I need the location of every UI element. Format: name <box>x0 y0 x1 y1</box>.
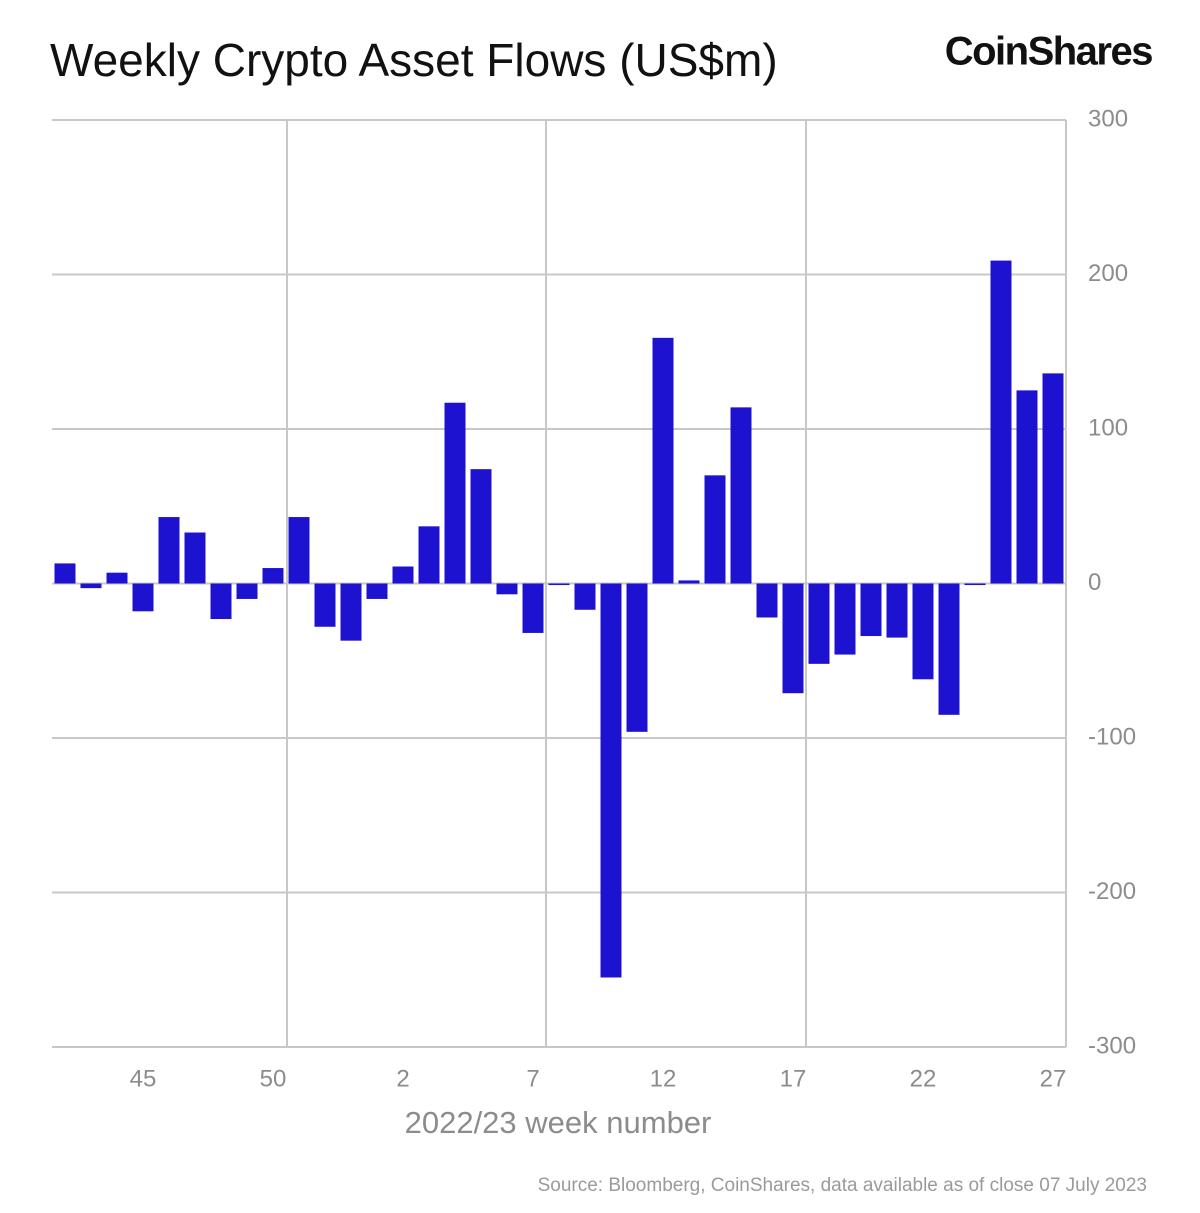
bar <box>834 583 856 655</box>
bar <box>574 583 596 610</box>
bar <box>314 583 336 627</box>
y-tick-label: 200 <box>1088 260 1128 287</box>
x-tick-label: 7 <box>526 1065 539 1092</box>
y-tick-label: -100 <box>1088 723 1136 750</box>
bar <box>860 583 882 637</box>
bar <box>548 583 570 586</box>
x-tick-label: 22 <box>910 1065 937 1092</box>
x-tick-label: 45 <box>130 1065 157 1092</box>
y-tick-label: 100 <box>1088 414 1128 441</box>
bar <box>756 583 778 618</box>
x-tick-label: 12 <box>650 1065 677 1092</box>
source-note: Source: Bloomberg, CoinShares, data avai… <box>538 1175 1147 1196</box>
bar <box>678 580 700 584</box>
bar <box>782 583 804 694</box>
bar <box>704 475 726 584</box>
bar <box>626 583 648 732</box>
bar <box>730 407 752 584</box>
bar <box>1016 390 1038 584</box>
bar <box>288 517 310 584</box>
bar <box>522 583 544 633</box>
bar <box>444 402 466 584</box>
bar <box>80 583 102 589</box>
y-tick-label: -300 <box>1088 1032 1136 1059</box>
bar <box>236 583 258 599</box>
bar <box>912 583 934 680</box>
bar <box>340 583 362 641</box>
bar <box>652 337 674 584</box>
y-tick-label: -200 <box>1088 878 1136 905</box>
x-tick-label: 27 <box>1040 1065 1067 1092</box>
x-tick-label: 50 <box>260 1065 287 1092</box>
bar <box>1042 373 1064 584</box>
bar <box>106 572 128 584</box>
bar <box>600 583 622 978</box>
x-axis-title: 2022/23 week number <box>405 1105 712 1140</box>
bar <box>964 583 986 586</box>
bar <box>132 583 154 612</box>
x-tick-label: 17 <box>780 1065 807 1092</box>
chart-title: Weekly Crypto Asset Flows (US$m) <box>50 34 778 86</box>
bar <box>886 583 908 638</box>
bar <box>418 526 440 584</box>
bar <box>496 583 518 595</box>
bar <box>470 469 492 584</box>
bar <box>366 583 388 599</box>
brand-logo: CoinShares <box>945 30 1153 74</box>
bar <box>262 568 284 584</box>
x-tick-label: 2 <box>396 1065 409 1092</box>
y-tick-label: 300 <box>1088 105 1128 132</box>
bar <box>938 583 960 715</box>
bar <box>392 566 414 584</box>
bar <box>184 532 206 584</box>
bar <box>210 583 232 620</box>
bar <box>990 260 1012 584</box>
bar <box>158 517 180 584</box>
y-tick-label: 0 <box>1088 569 1101 596</box>
bar <box>808 583 830 664</box>
bar <box>54 563 76 584</box>
